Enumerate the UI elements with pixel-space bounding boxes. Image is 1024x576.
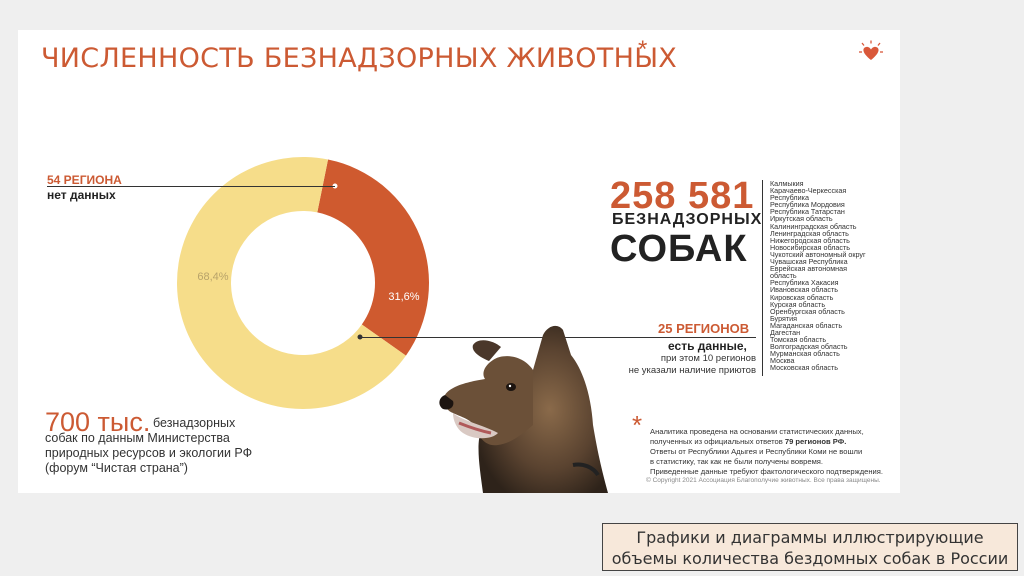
region-item: Чукотский автономный округ	[770, 249, 866, 259]
region-item: Республика Татарстан	[770, 207, 845, 217]
region-item: Томская область	[770, 335, 827, 345]
region-item: Магаданская область	[770, 320, 843, 330]
analytics-note: Аналитика проведена на основании статист…	[650, 427, 895, 477]
callout-54-leader	[47, 186, 335, 187]
region-item: область	[770, 271, 797, 281]
callout-54-subtitle: нет данных	[47, 188, 116, 202]
main-stat-number: 258 581	[610, 175, 755, 217]
callout-dot-0	[332, 183, 338, 189]
note-line4: в статистику, так как не были получены в…	[650, 457, 824, 466]
slide-title: ЧИСЛЕННОСТЬ БЕЗНАДЗОРНЫХ ЖИВОТНЫХ	[41, 43, 678, 74]
note-asterisk: *	[632, 410, 643, 440]
region-item: Калининградская область	[770, 221, 857, 231]
note-line2: полученных из официальных ответов 79 рег…	[650, 437, 895, 447]
callout-25-subtitle: есть данные,	[668, 339, 747, 353]
note-line5: Приведенные данные требуют фактологическ…	[650, 467, 884, 476]
region-item: Курская область	[770, 299, 826, 309]
region-item: Оренбургская область	[770, 306, 845, 316]
slide: ЧИСЛЕННОСТЬ БЕЗНАДЗОРНЫХ ЖИВОТНЫХ * 68,4…	[18, 30, 900, 493]
callout-25-line4: не указали наличие приютов	[628, 365, 756, 376]
region-item: Мурманская область	[770, 349, 840, 359]
region-item: Карачаево-Черкесская	[770, 186, 847, 196]
stat-700-text: безнадзорных собак по данным Министерств…	[45, 416, 252, 476]
region-item: Нижегородская область	[770, 235, 850, 245]
caption-box: Графики и диаграммы иллюстрирующие объем…	[602, 523, 1018, 571]
heart-logo-icon	[859, 40, 883, 60]
region-item: Калмыкия	[770, 179, 804, 188]
region-item: Республика Мордовия	[770, 200, 845, 210]
title-asterisk: *	[638, 36, 648, 63]
region-item: Иркутская область	[770, 214, 833, 224]
region-item: Московская область	[770, 363, 839, 373]
main-stat-line1: БЕЗНАДЗОРНЫХ	[612, 211, 763, 228]
region-item: Кировская область	[770, 292, 834, 302]
callout-25-title: 25 РЕГИОНОВ	[658, 321, 750, 336]
note-line1: Аналитика проведена на основании статист…	[650, 427, 864, 436]
donut-chart: 68,4% 31,6%	[177, 157, 429, 409]
region-item: Волгоградская область	[770, 342, 848, 352]
note-line2-b: 79 регионов РФ.	[784, 437, 847, 446]
regions-divider	[762, 180, 763, 376]
stat-700-line3: природных ресурсов и экологии РФ	[45, 446, 253, 460]
callout-54-title: 54 РЕГИОНА	[47, 173, 122, 187]
main-stat-line2: СОБАК	[610, 228, 748, 270]
copyright: © Copyright 2021 Ассоциация Благополучие…	[646, 477, 881, 484]
region-item: Чувашская Республика	[770, 257, 848, 267]
stat-700-line4: (форум “Чистая страна”)	[45, 461, 188, 475]
region-item: Дагестан	[770, 327, 801, 337]
callout-25-text: при этом 10 регионов не указали наличие …	[628, 353, 756, 377]
donut-label-0: 68,4%	[197, 271, 228, 283]
region-item: Республика Хакасия	[770, 278, 839, 288]
region-item: Бурятия	[770, 313, 798, 323]
donut-slice-1	[317, 159, 429, 356]
caption-line1: Графики и диаграммы иллюстрирующие	[636, 528, 984, 547]
region-item: Новосибирская область	[770, 242, 851, 252]
region-item: Москва	[770, 356, 795, 366]
dog-photo	[439, 325, 608, 493]
regions-list: Калмыкия Карачаево-Черкесская Республика Ре…	[770, 180, 900, 372]
region-item: Еврейская автономная	[770, 264, 848, 274]
region-item: Ивановская область	[770, 285, 838, 295]
donut-label-1: 31,6%	[388, 291, 419, 303]
donut-slice-0	[177, 157, 406, 409]
note-line3: Ответы от Республики Адыгея и Республики…	[650, 447, 863, 456]
stat-700-number: 700 тыс.	[45, 407, 151, 437]
note-line2-a: полученных из официальных ответов	[650, 437, 785, 446]
callout-25-line3: при этом 10 регионов	[660, 353, 756, 364]
region-item: Ленинградская область	[770, 228, 849, 238]
stat-700-line1: безнадзорных	[153, 416, 236, 430]
caption-line2: объемы количества бездомных собак в Росс…	[611, 549, 1009, 568]
stat-700-line2: собак по данным Министерства	[45, 431, 230, 445]
region-item: Республика	[770, 193, 809, 203]
